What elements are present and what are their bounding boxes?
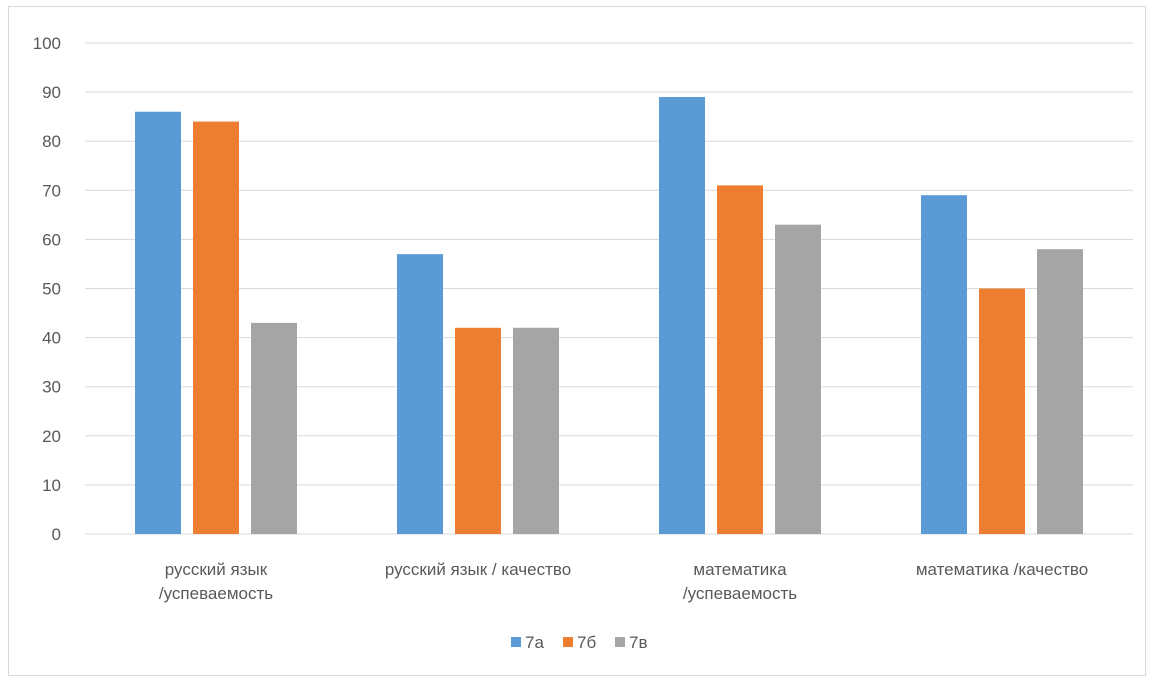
- bar-chart: 0 10 20 30 40 50 60 70 80 90 100 русский язык/успев…: [33, 34, 1133, 652]
- legend-label: 7б: [577, 633, 596, 652]
- x-category-label: /успеваемость: [159, 584, 273, 603]
- y-tick-label: 80: [42, 132, 61, 151]
- legend-label: 7а: [525, 633, 544, 652]
- bar-7а: [135, 111, 181, 535]
- bar-7б: [455, 327, 501, 534]
- x-category-label: /успеваемость: [683, 584, 797, 603]
- bar-7а: [659, 97, 705, 534]
- y-tick-label: 20: [42, 427, 61, 446]
- bar-7в: [251, 322, 297, 534]
- legend-swatch-7а: [511, 637, 521, 647]
- bar-7в: [513, 327, 559, 534]
- bar-7а: [397, 254, 443, 534]
- y-tick-label: 70: [42, 181, 61, 200]
- y-tick-label: 50: [42, 280, 61, 299]
- y-tick-label: 30: [42, 378, 61, 397]
- legend-swatch-7в: [615, 637, 625, 647]
- x-category-label: русский язык: [165, 560, 268, 579]
- bar-7в: [1037, 249, 1083, 534]
- bar-7б: [193, 121, 239, 534]
- x-category-label: математика: [693, 560, 787, 579]
- y-tick-label: 10: [42, 476, 61, 495]
- y-tick-label: 60: [42, 230, 61, 249]
- bar-7б: [979, 288, 1025, 534]
- chart-area: 0 10 20 30 40 50 60 70 80 90 100 русский язык/успев…: [8, 6, 1146, 676]
- y-tick-label: 100: [33, 34, 61, 53]
- bar-7а: [921, 195, 967, 534]
- x-category-label: математика /качество: [916, 560, 1088, 579]
- bar-7б: [717, 185, 763, 534]
- y-tick-label: 90: [42, 83, 61, 102]
- y-tick-label: 40: [42, 329, 61, 348]
- y-tick-label: 0: [52, 525, 61, 544]
- bar-7в: [775, 224, 821, 535]
- x-category-label: русский язык / качество: [385, 560, 571, 579]
- legend-label: 7в: [629, 633, 648, 652]
- legend-swatch-7б: [563, 637, 573, 647]
